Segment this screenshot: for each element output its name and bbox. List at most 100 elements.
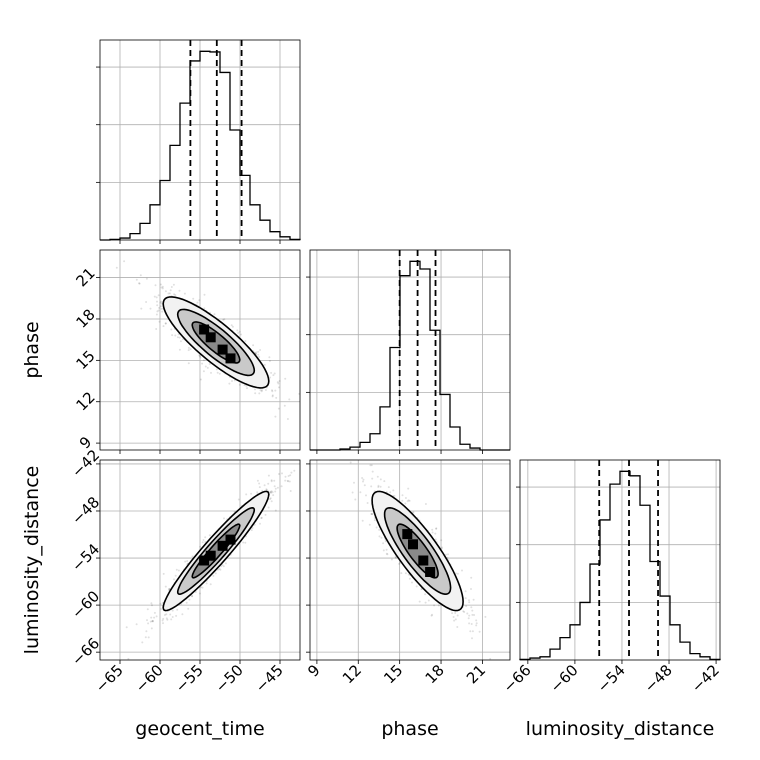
joint-phase-vs-luminosity-distance-sample-point [400,572,403,575]
joint-phase-vs-luminosity-distance-sample-point [430,614,433,617]
joint-geocent-time-vs-phase-sample-point [159,305,162,308]
joint-geocent-time-vs-phase-sample-point [284,377,287,380]
joint-geocent-time-vs-phase-sample-point [277,382,280,385]
hist-phase-step-line [310,260,510,451]
joint-geocent-time-vs-luminosity-distance-sample-point [147,636,150,639]
joint-geocent-time-vs-luminosity-distance-sample-point [260,516,263,519]
joint-geocent-time-vs-luminosity-distance-sample-point [201,586,204,589]
joint-geocent-time-vs-phase-sample-point [223,318,226,321]
joint-geocent-time-vs-luminosity-distance-sample-point [258,486,261,489]
joint-phase-vs-luminosity-distance-tick-label-x: 12 [339,661,365,687]
joint-geocent-time-vs-luminosity-distance-sample-point [147,622,150,625]
joint-geocent-time-vs-luminosity-distance-sample-point [151,620,154,623]
joint-geocent-time-vs-luminosity-distance-sample-point [218,567,221,570]
joint-geocent-time-vs-luminosity-distance-sample-point [151,620,154,623]
joint-geocent-time-vs-phase-density-core [199,324,210,335]
joint-geocent-time-vs-luminosity-distance-sample-point [270,479,273,482]
joint-geocent-time-vs-phase-sample-point [199,356,202,359]
joint-phase-vs-luminosity-distance-sample-point [466,612,469,615]
joint-phase-vs-luminosity-distance-sample-point [401,499,404,502]
joint-phase-vs-luminosity-distance-sample-point [440,539,443,542]
joint-phase-vs-luminosity-distance-sample-point [385,552,388,555]
joint-geocent-time-vs-phase-sample-point [115,266,118,269]
joint-geocent-time-vs-phase-sample-point [210,371,212,374]
joint-phase-vs-luminosity-distance-sample-point [370,464,373,467]
joint-phase-vs-luminosity-distance-sample-point [453,619,456,622]
joint-phase-vs-luminosity-distance-sample-point [418,600,421,603]
joint-phase-vs-luminosity-distance-sample-point [478,630,481,633]
joint-phase-vs-luminosity-distance-tick-label-x: 18 [422,661,448,687]
joint-phase-vs-luminosity-distance-sample-point [351,491,354,494]
joint-geocent-time-vs-phase-sample-point [255,351,258,354]
joint-geocent-time-vs-luminosity-distance-sample-point [284,479,287,482]
joint-phase-vs-luminosity-distance-sample-point [366,502,369,504]
joint-geocent-time-vs-phase-sample-point [154,284,157,287]
joint-geocent-time-vs-luminosity-distance-sample-point [176,608,179,611]
joint-geocent-time-vs-phase-sample-point [277,407,280,410]
joint-phase-vs-luminosity-distance-sample-point [431,528,434,531]
joint-phase-vs-luminosity-distance-sample-point [471,609,474,612]
joint-phase-vs-luminosity-distance-sample-point [362,480,364,483]
joint-phase-vs-luminosity-distance-sample-point [371,477,374,480]
joint-phase-vs-luminosity-distance-sample-point [387,486,390,489]
joint-geocent-time-vs-luminosity-distance-sample-point [271,491,274,494]
joint-geocent-time-vs-phase-sample-point [276,381,279,384]
joint-geocent-time-vs-phase-sample-point [178,289,181,292]
joint-geocent-time-vs-luminosity-distance-sample-point [187,607,190,610]
joint-geocent-time-vs-phase-sample-point [169,289,172,292]
joint-geocent-time-vs-luminosity-distance-sample-point [260,517,263,520]
joint-phase-vs-luminosity-distance-sample-point [420,588,423,591]
joint-geocent-time-vs-phase-sample-point [170,328,173,331]
joint-geocent-time-vs-phase-sample-point [164,322,167,325]
joint-geocent-time-vs-luminosity-distance-sample-point [270,480,273,483]
joint-geocent-time-vs-phase-sample-point [196,301,199,304]
joint-geocent-time-vs-luminosity-distance-sample-point [146,619,148,622]
joint-geocent-time-vs-luminosity-distance-sample-point [170,618,173,621]
joint-geocent-time-vs-phase-sample-point [155,313,158,316]
joint-geocent-time-vs-luminosity-distance-sample-point [250,529,253,532]
joint-phase-vs-luminosity-distance-sample-point [404,502,407,505]
joint-geocent-time-vs-luminosity-distance-sample-point [287,475,290,477]
joint-geocent-time-vs-phase-sample-point [208,363,211,365]
joint-geocent-time-vs-phase-sample-point [206,366,209,369]
joint-geocent-time-vs-phase-sample-point [158,320,161,323]
joint-geocent-time-vs-luminosity-distance-sample-point [274,490,277,493]
joint-geocent-time-vs-phase-sample-point [288,398,291,401]
joint-geocent-time-vs-phase-sample-point [158,306,161,309]
joint-geocent-time-vs-luminosity-distance-sample-point [278,473,280,475]
joint-geocent-time-vs-phase-sample-point [216,371,219,374]
joint-phase-vs-luminosity-distance-sample-point [368,523,371,526]
joint-geocent-time-vs-phase-sample-point [254,392,257,395]
joint-geocent-time-vs-luminosity-distance-sample-point [181,613,184,616]
joint-geocent-time-vs-luminosity-distance-sample-point [269,490,272,493]
joint-geocent-time-vs-luminosity-distance-sample-point [149,620,152,623]
joint-geocent-time-vs-luminosity-distance-sample-point [194,591,197,593]
joint-phase-vs-luminosity-distance-sample-point [470,623,473,625]
joint-geocent-time-vs-luminosity-distance-sample-point [164,585,167,588]
joint-phase-vs-luminosity-distance-sample-point [435,527,438,530]
joint-phase-vs-luminosity-distance-sample-point [394,556,397,559]
joint-phase-vs-luminosity-distance-sample-point [431,613,434,616]
joint-geocent-time-vs-luminosity-distance-sample-point [289,490,292,492]
joint-geocent-time-vs-phase-sample-point [273,372,276,375]
joint-phase-vs-luminosity-distance-frame [309,459,511,661]
joint-geocent-time-vs-luminosity-distance-density-core [205,550,216,561]
joint-phase-vs-luminosity-distance-sample-point [470,606,473,609]
joint-phase-vs-luminosity-distance-sample-point [380,536,383,539]
joint-geocent-time-vs-luminosity-distance-sample-point [144,636,147,639]
joint-phase-vs-luminosity-distance-sample-point [464,597,467,600]
joint-geocent-time-vs-phase-sample-point [167,292,170,295]
joint-geocent-time-vs-luminosity-distance-sample-point [270,491,273,494]
joint-phase-vs-luminosity-distance-sample-point [424,503,427,505]
joint-geocent-time-vs-luminosity-distance-sample-point [200,586,202,589]
joint-geocent-time-vs-luminosity-distance-sample-point [162,622,164,625]
joint-geocent-time-vs-luminosity-distance-sample-point [166,618,169,621]
joint-geocent-time-vs-phase-sample-point [178,336,181,339]
joint-geocent-time-vs-luminosity-distance-sample-point [289,474,292,477]
joint-geocent-time-vs-phase-sample-point [203,293,206,296]
joint-geocent-time-vs-luminosity-distance-sample-point [150,602,153,605]
joint-phase-vs-luminosity-distance-sample-point [408,577,411,580]
joint-geocent-time-vs-phase-sample-point [149,307,152,310]
joint-phase-vs-luminosity-distance-sample-point [465,605,468,608]
joint-geocent-time-vs-phase-sample-point [183,292,186,295]
